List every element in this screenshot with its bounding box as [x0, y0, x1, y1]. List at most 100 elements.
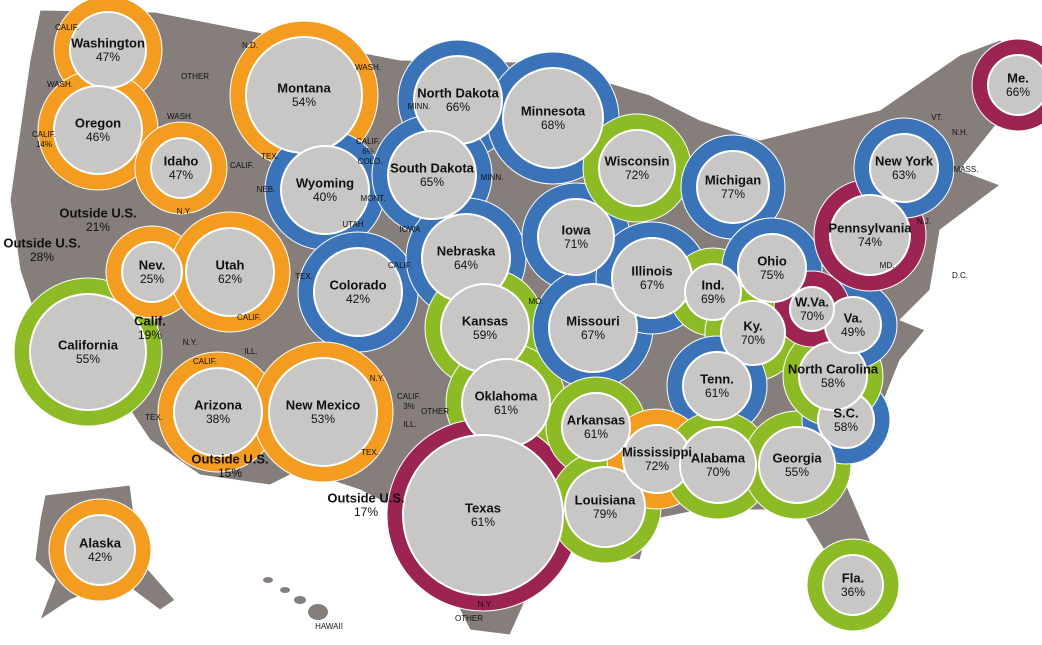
- state-circle: [758, 426, 836, 504]
- small-label: CALIF.: [32, 130, 56, 139]
- small-label: MASS.: [954, 165, 979, 174]
- state-circle: [548, 283, 638, 373]
- state-share: 47%: [96, 50, 120, 64]
- state-share: 71%: [564, 237, 588, 251]
- state-name: Arkansas: [567, 412, 626, 427]
- small-label: N.Y.: [370, 374, 385, 383]
- state-name: Ky.: [743, 318, 762, 333]
- state-share: 69%: [701, 292, 725, 306]
- state-name: Outside U.S.: [191, 451, 268, 466]
- state-name: Ind.: [701, 277, 724, 292]
- state-name: Louisiana: [575, 492, 636, 507]
- state-circle: [829, 194, 911, 276]
- state-share: 67%: [640, 278, 664, 292]
- state-share: 25%: [140, 272, 164, 286]
- small-label: MINN.: [481, 173, 504, 182]
- state-circle: [150, 137, 212, 199]
- state-share: 42%: [88, 550, 112, 564]
- state-circle: [29, 293, 147, 411]
- state-share: 42%: [346, 292, 370, 306]
- state-share: 70%: [800, 309, 824, 323]
- state-share: 58%: [821, 376, 845, 390]
- state-circle: [185, 227, 275, 317]
- state-circle: [53, 85, 143, 175]
- state-name: Me.: [1007, 70, 1029, 85]
- small-label: N.J.: [917, 217, 931, 226]
- small-label: ILL.: [403, 420, 416, 429]
- state-share: 70%: [741, 333, 765, 347]
- small-label: CALIF.: [193, 357, 217, 366]
- small-label: ILL.: [244, 347, 257, 356]
- state-name: Mississippi: [622, 444, 692, 459]
- state-share: 74%: [858, 235, 882, 249]
- state-name: New Mexico: [286, 397, 360, 412]
- small-label: WASH.: [167, 112, 193, 121]
- small-share: 14%: [36, 140, 52, 149]
- state-name: Wisconsin: [605, 153, 670, 168]
- state-share: 61%: [584, 427, 608, 441]
- state-circle: [173, 367, 263, 457]
- state-name: Washington: [71, 35, 145, 50]
- state-circle: [313, 247, 403, 337]
- small-share: 6%: [362, 147, 374, 156]
- state-share: 77%: [721, 187, 745, 201]
- state-share: 19%: [138, 328, 162, 342]
- state-share: 70%: [706, 465, 730, 479]
- state-name: Calif.: [134, 313, 166, 328]
- state-name: Texas: [465, 500, 501, 515]
- state-circle: [598, 129, 676, 207]
- state-name: New York: [875, 153, 934, 168]
- state-circle: [737, 233, 807, 303]
- state-circle: [822, 554, 884, 616]
- state-share: 53%: [311, 412, 335, 426]
- small-label: N.Y.: [183, 338, 198, 347]
- state-circle: [537, 198, 615, 276]
- state-name: Oklahoma: [475, 388, 539, 403]
- state-name: Minnesota: [521, 103, 586, 118]
- state-name: North Dakota: [417, 85, 499, 100]
- small-label: TEX.: [361, 448, 379, 457]
- state-name: Kansas: [462, 313, 508, 328]
- state-share: 28%: [30, 250, 54, 264]
- small-label: MO.: [528, 297, 543, 306]
- state-circle: [684, 263, 742, 321]
- state-share: 61%: [471, 515, 495, 529]
- state-name: Va.: [844, 310, 863, 325]
- state-circle: [696, 150, 770, 224]
- state-name: Fla.: [842, 570, 864, 585]
- state-share: 61%: [494, 403, 518, 417]
- state-share: 54%: [292, 95, 316, 109]
- state-share: 72%: [645, 459, 669, 473]
- small-label: N.Y.: [478, 600, 493, 609]
- state-name: Pennsylvania: [828, 220, 912, 235]
- small-label: CALIF.: [230, 161, 254, 170]
- state-name: Outside U.S.: [59, 205, 136, 220]
- small-label: CALIF.: [356, 137, 380, 146]
- state-name: Montana: [277, 80, 331, 95]
- state-share: 65%: [420, 175, 444, 189]
- state-name: Oregon: [75, 115, 121, 130]
- state-share: 66%: [1006, 85, 1030, 99]
- state-name: W.Va.: [795, 294, 829, 309]
- small-label: CALIF.: [397, 392, 421, 401]
- small-label: N.Y.: [177, 207, 192, 216]
- small-share: 3%: [403, 402, 415, 411]
- state-name: Iowa: [562, 222, 592, 237]
- state-share: 61%: [705, 386, 729, 400]
- state-circle: [720, 300, 786, 366]
- state-circle: [682, 351, 752, 421]
- small-label: D.C.: [952, 271, 968, 280]
- state-name: Alaska: [79, 535, 122, 550]
- small-label: N.H.: [952, 128, 968, 137]
- state-name: Arizona: [194, 397, 242, 412]
- small-label: COLO.: [358, 157, 383, 166]
- state-share: 75%: [760, 268, 784, 282]
- small-label: OTHER: [455, 614, 483, 623]
- small-label: TEX.: [295, 272, 313, 281]
- state-circle: [402, 434, 564, 596]
- state-name: Idaho: [164, 153, 199, 168]
- state-name: Utah: [216, 257, 245, 272]
- small-label: UTAH: [342, 220, 363, 229]
- small-label: N.D.: [242, 41, 258, 50]
